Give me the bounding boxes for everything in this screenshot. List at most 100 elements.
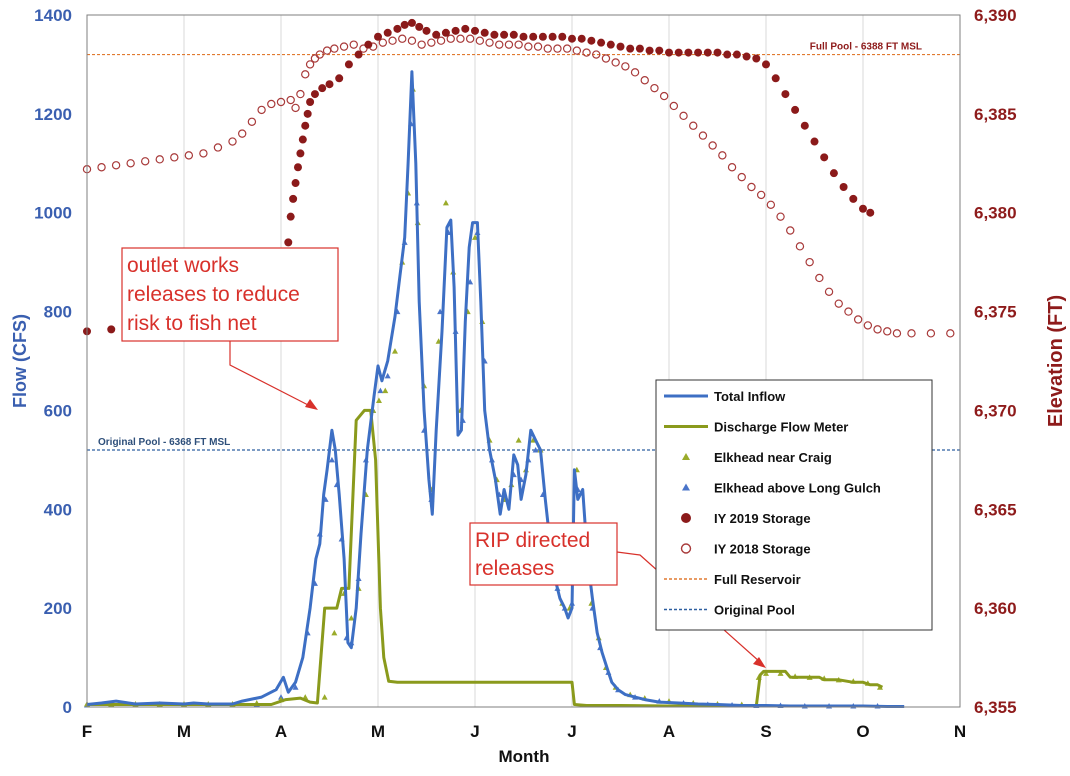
x-tick-label: F — [82, 722, 92, 741]
data-point — [849, 194, 858, 203]
data-point — [548, 32, 557, 41]
data-point — [237, 129, 247, 138]
data-point — [417, 40, 426, 49]
data-point — [532, 446, 539, 453]
data-point — [284, 238, 293, 247]
data-point — [298, 135, 307, 144]
data-point — [800, 121, 809, 130]
data-point — [795, 242, 805, 251]
data-point — [257, 105, 266, 115]
legend-label: IY 2019 Storage — [714, 511, 811, 526]
data-point — [364, 40, 373, 49]
data-point — [310, 90, 319, 99]
data-point — [553, 44, 562, 53]
data-point — [422, 26, 431, 35]
reference-line-label: Full Pool - 6388 FT MSL — [810, 42, 922, 53]
data-point — [766, 200, 776, 210]
data-point — [306, 97, 315, 106]
annotation-line: outlet works — [127, 254, 239, 277]
x-tick-label: N — [954, 722, 966, 741]
data-point — [328, 456, 335, 463]
data-point — [170, 153, 179, 162]
x-tick-label: J — [567, 722, 576, 741]
x-tick-label: O — [856, 722, 869, 741]
data-point — [415, 22, 424, 31]
data-point — [665, 48, 673, 57]
data-point — [276, 97, 286, 107]
data-point — [684, 48, 693, 57]
data-point — [655, 46, 664, 55]
data-point — [301, 121, 310, 130]
y-tick-label-right: 6,365 — [974, 500, 1017, 519]
data-point — [296, 149, 305, 158]
data-point — [480, 28, 489, 37]
annotation-line: RIP directed — [475, 529, 590, 552]
data-point — [398, 34, 407, 43]
data-point — [601, 54, 611, 63]
data-point — [810, 137, 819, 146]
data-point — [292, 684, 299, 690]
y-tick-label-left: 1200 — [34, 105, 72, 124]
legend-swatch — [682, 453, 690, 460]
data-point — [305, 60, 315, 69]
data-point — [291, 103, 300, 113]
y-tick-label-left: 0 — [63, 698, 72, 717]
y-tick-label-left: 1000 — [34, 204, 72, 223]
legend-item: Total Inflow — [664, 389, 786, 404]
y-tick-label-left: 800 — [44, 303, 72, 322]
data-point — [519, 32, 528, 41]
data-point — [500, 30, 509, 39]
data-point — [325, 80, 334, 89]
data-point — [228, 137, 237, 146]
data-point — [669, 101, 679, 111]
data-point — [820, 153, 829, 162]
data-point — [339, 42, 349, 51]
data-point — [515, 437, 522, 443]
y-tick-label-right: 6,370 — [974, 401, 1017, 420]
data-point — [859, 204, 867, 213]
data-point — [514, 40, 523, 49]
data-point — [815, 273, 824, 283]
data-point — [330, 44, 339, 53]
data-point — [213, 143, 223, 152]
data-point — [873, 325, 882, 334]
data-point — [747, 182, 756, 192]
legend-item: Full Reservoir — [664, 572, 801, 587]
legend-label: IY 2018 Storage — [714, 542, 811, 557]
data-point — [582, 48, 591, 57]
data-point — [446, 34, 455, 43]
data-point — [572, 46, 582, 55]
data-point — [606, 40, 615, 49]
legend-label: Full Reservoir — [714, 572, 801, 587]
data-point — [771, 74, 780, 83]
data-point — [616, 42, 625, 51]
data-point — [349, 40, 358, 49]
data-point — [732, 50, 741, 59]
legend-swatch — [682, 483, 690, 491]
data-point — [587, 36, 596, 45]
series-total-inflow — [86, 70, 905, 708]
data-point — [126, 159, 135, 168]
data-point — [382, 387, 389, 394]
y-tick-label-left: 400 — [44, 500, 72, 519]
data-point — [348, 615, 355, 621]
data-point — [718, 151, 727, 160]
data-point — [354, 50, 363, 59]
plot-frame — [86, 14, 961, 708]
data-point — [315, 50, 324, 59]
x-tick-label: M — [371, 722, 385, 741]
data-point — [866, 208, 875, 217]
data-point — [388, 36, 397, 45]
data-point — [442, 199, 449, 206]
data-point — [597, 38, 606, 47]
data-point — [291, 179, 300, 188]
data-point — [577, 34, 586, 43]
data-point — [752, 54, 761, 63]
data-point — [140, 157, 150, 166]
data-point — [645, 46, 654, 55]
data-point — [199, 149, 208, 158]
data-point — [485, 38, 494, 47]
data-point — [155, 155, 164, 164]
data-point — [456, 34, 465, 43]
